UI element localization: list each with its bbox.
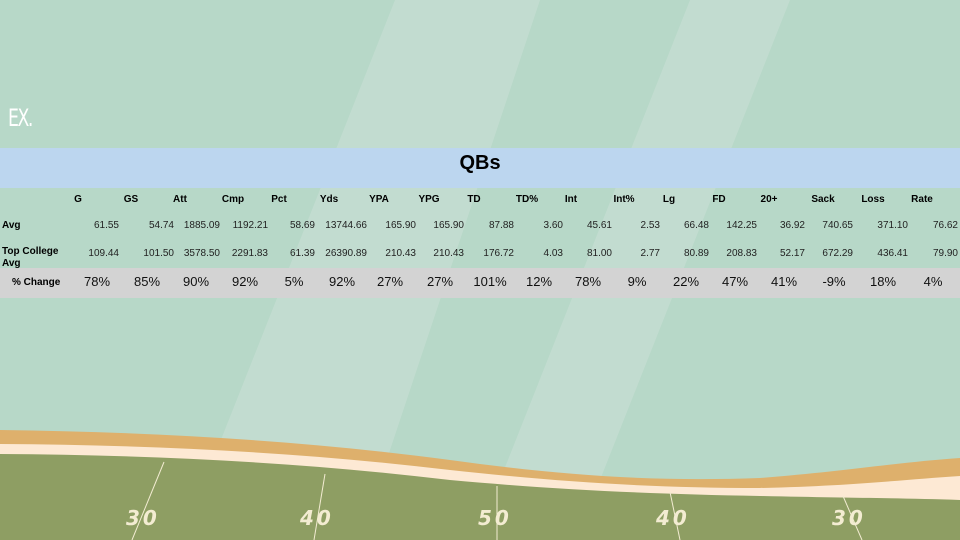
table-cell: 740.65 — [822, 220, 853, 231]
table-cell: 436.41 — [877, 248, 908, 259]
column-header-loss: Loss — [861, 194, 885, 205]
percent-change-cell: 4% — [923, 274, 943, 289]
table-cell: 26390.89 — [325, 248, 367, 259]
table-cell: 66.48 — [683, 220, 709, 231]
percent-change-cell: 5% — [284, 274, 304, 289]
yard-number: 50 — [478, 506, 512, 530]
percent-change-row: % Change 78% 85% 90% 92% 5% 92% 27% 27% 101% 12% 7… — [0, 268, 960, 298]
table-cell: 371.10 — [877, 220, 908, 231]
percent-change-cell: 92% — [328, 274, 356, 289]
percent-change-cell: 27% — [426, 274, 454, 289]
column-header-int: Int% — [613, 194, 635, 205]
percent-change-cell: 78% — [83, 274, 111, 289]
table-cell: 4.03 — [543, 248, 563, 259]
table-cell: 79.90 — [932, 248, 958, 259]
top-college-row: Top College Avg 109.44 101.50 3578.50 2291.… — [0, 238, 960, 269]
column-header-fd: FD — [712, 194, 726, 205]
percent-change-cell: 22% — [672, 274, 700, 289]
table-cell: 80.89 — [683, 248, 709, 259]
corner-label: EX. — [8, 104, 33, 132]
column-header-int: Int — [564, 194, 578, 205]
percent-change-cell: 92% — [231, 274, 259, 289]
column-header-gs: GS — [123, 194, 139, 205]
row-label-avg: Avg — [2, 220, 21, 231]
table-title: QBs — [0, 148, 960, 188]
percent-change-cell: -9% — [822, 274, 846, 289]
column-header-lg: Lg — [662, 194, 676, 205]
table-cell: 61.39 — [289, 248, 315, 259]
table-cell: 76.62 — [932, 220, 958, 231]
table-cell: 54.74 — [148, 220, 174, 231]
table-cell: 1192.21 — [232, 220, 268, 231]
percent-change-cell: 18% — [869, 274, 897, 289]
column-header-g: G — [74, 194, 82, 205]
table-cell: 208.83 — [726, 248, 757, 259]
percent-change-cell: 9% — [627, 274, 647, 289]
table-cell: 81.00 — [586, 248, 612, 259]
column-header-pct: Pct — [271, 194, 287, 205]
table-cell: 3578.50 — [183, 248, 220, 259]
table-cell: 672.29 — [822, 248, 853, 259]
table-cell: 176.72 — [483, 248, 514, 259]
column-header-td: TD — [467, 194, 481, 205]
column-header-sack: Sack — [811, 194, 835, 205]
column-header-ypg: YPG — [418, 194, 440, 205]
table-cell: 52.17 — [779, 248, 805, 259]
table-cell: 87.88 — [488, 220, 514, 231]
yard-number: 30 — [126, 506, 160, 530]
percent-change-cell: 12% — [525, 274, 553, 289]
header-row: G GS Att Cmp Pct Yds YPA YPG TD TD% Int Int% Lg FD 20+… — [0, 188, 960, 212]
table-cell: 142.25 — [726, 220, 757, 231]
table-cell: 13744.66 — [325, 220, 367, 231]
row-label-top-college-avg: Avg — [2, 258, 21, 269]
percent-change-cell: 90% — [182, 274, 210, 289]
table-cell: 210.43 — [433, 248, 464, 259]
table-cell: 101.50 — [143, 248, 174, 259]
row-label-percent-change: % Change — [12, 277, 61, 288]
table-cell: 61.55 — [93, 220, 119, 231]
avg-row: Avg 61.55 54.74 1885.09 1192.21 58.69 13744.6… — [0, 212, 960, 238]
column-header-20: 20+ — [760, 194, 778, 205]
table-cell: 45.61 — [586, 220, 612, 231]
qb-stats-table: QBs G GS Att Cmp Pct Yds YPA YPG TD TD% Int Int% Lg F… — [0, 148, 960, 298]
column-header-rate: Rate — [911, 194, 933, 205]
percent-change-cell: 27% — [376, 274, 404, 289]
row-label-top-college: Top College — [2, 246, 59, 257]
column-header-att: Att — [173, 194, 187, 205]
table-cell: 2291.83 — [231, 248, 268, 259]
table-cell: 109.44 — [88, 248, 119, 259]
yard-number: 30 — [832, 506, 866, 530]
table-cell: 165.90 — [385, 220, 416, 231]
percent-change-cell: 41% — [770, 274, 798, 289]
column-header-td: TD% — [515, 194, 539, 205]
percent-change-cell: 101% — [473, 274, 507, 289]
percent-change-cell: 85% — [133, 274, 161, 289]
table-cell: 2.53 — [640, 220, 660, 231]
table-cell: 1885.09 — [183, 220, 220, 231]
column-header-yds: Yds — [319, 194, 339, 205]
column-header-ypa: YPA — [369, 194, 389, 205]
table-cell: 58.69 — [289, 220, 315, 231]
yard-number: 40 — [300, 506, 334, 530]
table-cell: 36.92 — [779, 220, 805, 231]
column-header-cmp: Cmp — [221, 194, 245, 205]
table-cell: 3.60 — [543, 220, 563, 231]
percent-change-cell: 47% — [721, 274, 749, 289]
table-cell: 165.90 — [433, 220, 464, 231]
table-cell: 210.43 — [385, 248, 416, 259]
percent-change-cell: 78% — [574, 274, 602, 289]
yard-number: 40 — [656, 506, 690, 530]
table-cell: 2.77 — [640, 248, 660, 259]
